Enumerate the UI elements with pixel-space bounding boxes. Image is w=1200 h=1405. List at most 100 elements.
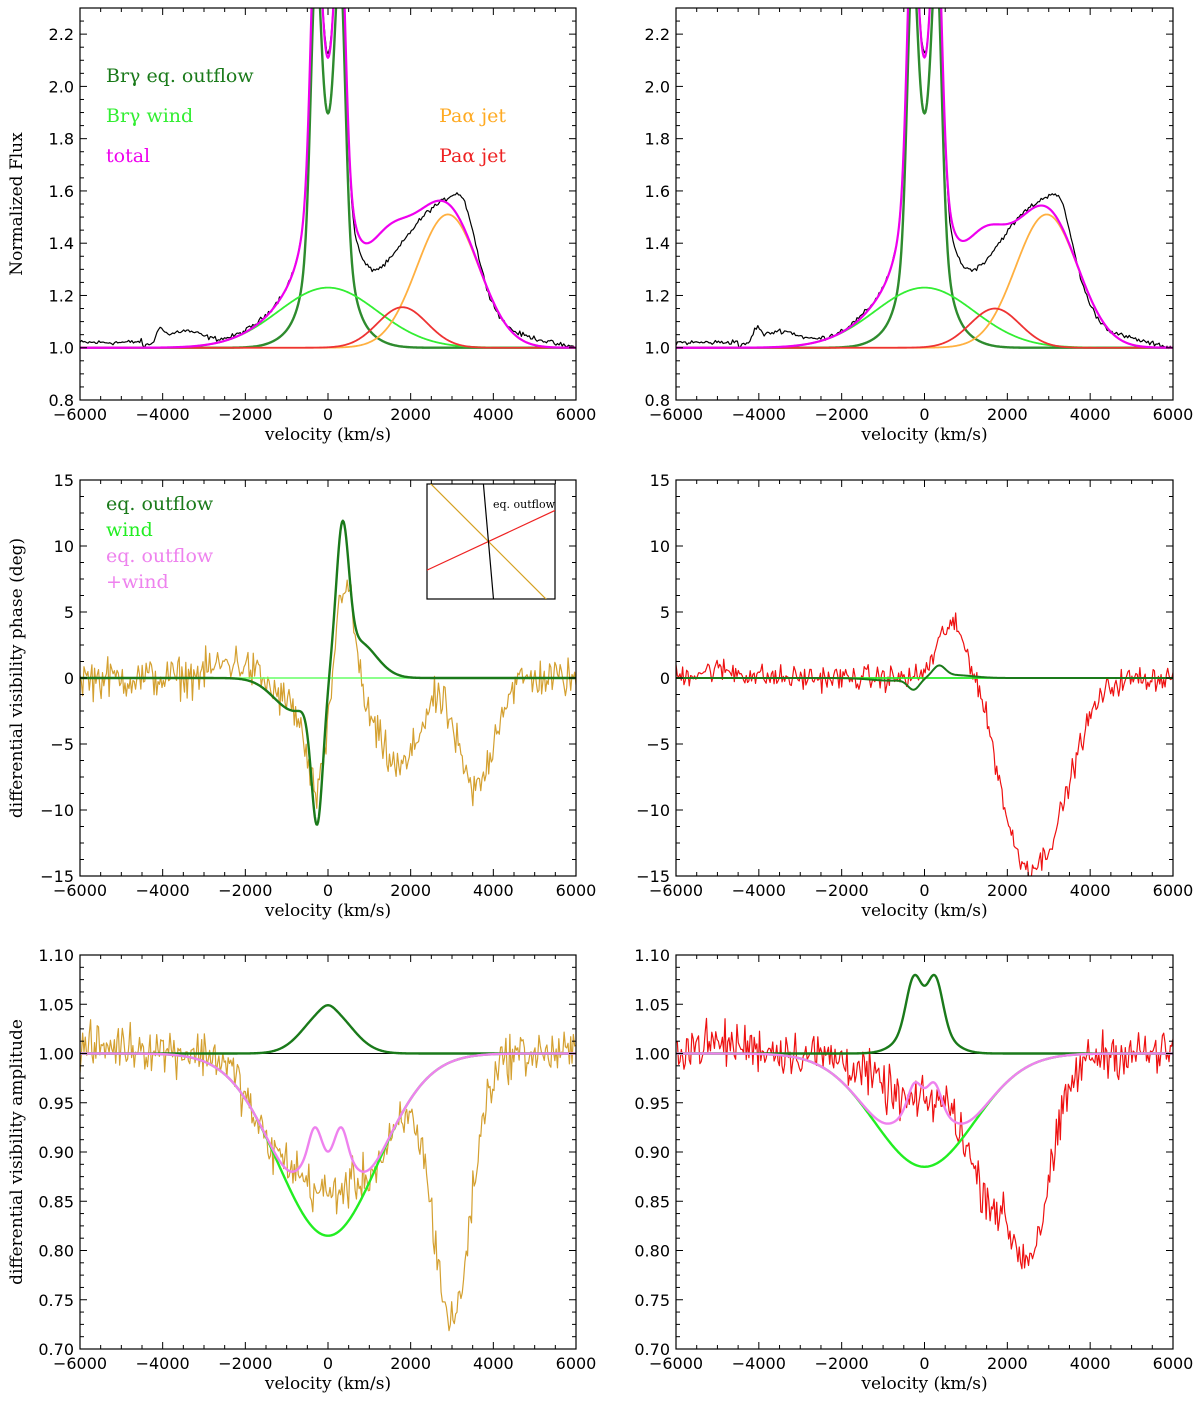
x-tick-label: −6000 xyxy=(53,405,107,424)
y-tick-label: 1.00 xyxy=(38,1045,74,1064)
legend-entry: Brγ wind xyxy=(106,105,193,127)
x-axis-title: velocity (km/s) xyxy=(264,425,391,445)
x-tick-label: 0 xyxy=(919,881,929,900)
series-line xyxy=(676,213,1173,349)
x-tick-label: 2000 xyxy=(987,405,1028,424)
y-tick-label: 1.4 xyxy=(49,234,74,253)
y-axis-title: differential visibility phase (deg) xyxy=(7,538,27,818)
y-tick-label: 1.2 xyxy=(645,286,670,305)
x-tick-label: −2000 xyxy=(218,1354,272,1373)
inset-baseline-diagram: eq. outflow xyxy=(426,483,556,600)
y-tick-label: 1.8 xyxy=(49,130,74,149)
x-tick-label: −6000 xyxy=(649,405,703,424)
series-line xyxy=(676,8,1173,349)
x-tick-label: 0 xyxy=(323,405,333,424)
y-tick-label: 0.75 xyxy=(38,1291,74,1310)
x-tick-label: 0 xyxy=(919,405,929,424)
x-tick-label: 6000 xyxy=(556,881,597,900)
x-tick-label: 6000 xyxy=(1153,881,1194,900)
y-tick-label: 1.6 xyxy=(645,182,670,201)
y-tick-label: 5 xyxy=(64,603,74,622)
y-tick-label: 1.0 xyxy=(645,339,670,358)
y-tick-label: 2.2 xyxy=(645,25,670,44)
y-tick-label: 1.10 xyxy=(38,946,74,965)
inset-label: eq. outflow xyxy=(493,498,556,511)
y-tick-label: 0.75 xyxy=(634,1291,670,1310)
x-axis-title: velocity (km/s) xyxy=(860,901,987,921)
x-tick-label: −6000 xyxy=(53,1354,107,1373)
x-tick-label: 6000 xyxy=(1153,1354,1194,1373)
y-tick-label: 1.00 xyxy=(634,1045,670,1064)
x-tick-label: 4000 xyxy=(1070,881,1111,900)
y-tick-label: 1.8 xyxy=(645,130,670,149)
x-tick-label: 6000 xyxy=(556,1354,597,1373)
y-tick-label: 0.90 xyxy=(38,1143,74,1162)
x-tick-label: 2000 xyxy=(390,1354,431,1373)
y-tick-label: 15 xyxy=(54,471,74,490)
x-tick-label: 4000 xyxy=(473,405,514,424)
x-axis-title: velocity (km/s) xyxy=(860,425,987,445)
x-axis-title: velocity (km/s) xyxy=(860,1374,987,1394)
x-tick-label: 2000 xyxy=(987,1354,1028,1373)
x-tick-label: 2000 xyxy=(987,881,1028,900)
plot-area xyxy=(676,8,1173,350)
plot-area xyxy=(676,973,1173,1270)
y-tick-label: 1.0 xyxy=(49,339,74,358)
y-tick-label: 1.05 xyxy=(38,995,74,1014)
legend-entry: eq. outflow xyxy=(106,545,214,567)
x-tick-label: −4000 xyxy=(136,1354,190,1373)
x-axis-title: velocity (km/s) xyxy=(264,901,391,921)
legend-entry: Brγ eq. outflow xyxy=(106,65,254,87)
x-tick-label: −2000 xyxy=(218,881,272,900)
y-tick-label: 1.05 xyxy=(634,995,670,1014)
y-tick-label: 10 xyxy=(54,537,74,556)
x-tick-label: −4000 xyxy=(732,1354,786,1373)
legend-entry: wind xyxy=(106,519,153,541)
y-axis-title: Normalized Flux xyxy=(7,132,27,276)
x-tick-label: 4000 xyxy=(473,881,514,900)
y-tick-label: 2.2 xyxy=(49,25,74,44)
y-tick-label: −10 xyxy=(40,801,74,820)
y-tick-label: 0.80 xyxy=(38,1242,74,1261)
y-tick-label: −5 xyxy=(50,735,74,754)
plot-area xyxy=(80,519,576,826)
y-tick-label: 0.8 xyxy=(49,391,74,410)
y-tick-label: 0.70 xyxy=(634,1340,670,1359)
series-line xyxy=(676,1052,1173,1125)
y-tick-label: 10 xyxy=(650,537,670,556)
y-tick-label: 0 xyxy=(660,669,670,688)
x-tick-label: 4000 xyxy=(1070,1354,1111,1373)
series-line xyxy=(80,8,576,349)
series-line xyxy=(80,1004,576,1055)
panel-bottom-left: −6000 −4000 −2000 0 2000 4000 6000 0.70 0.75 0.80… xyxy=(7,946,596,1394)
plot-area xyxy=(80,8,576,349)
x-tick-label: −6000 xyxy=(649,1354,703,1373)
series-line xyxy=(676,1017,1173,1270)
series-line xyxy=(676,664,1173,691)
y-tick-label: −15 xyxy=(636,867,670,886)
x-tick-label: 6000 xyxy=(1153,405,1194,424)
x-tick-label: 6000 xyxy=(556,405,597,424)
plot-area xyxy=(676,612,1173,876)
series-line xyxy=(80,8,576,349)
series-line xyxy=(80,213,576,349)
x-tick-label: −4000 xyxy=(136,881,190,900)
y-tick-label: 1.10 xyxy=(634,946,670,965)
x-tick-label: 0 xyxy=(323,1354,333,1373)
series-line xyxy=(676,8,1173,350)
y-tick-label: 0.80 xyxy=(634,1242,670,1261)
x-tick-label: −6000 xyxy=(649,881,703,900)
panel-bottom-right: −6000 −4000 −2000 0 2000 4000 6000 0.70 0.75 0.80… xyxy=(634,946,1193,1394)
x-tick-label: −2000 xyxy=(815,405,869,424)
y-tick-label: 0.70 xyxy=(38,1340,74,1359)
y-tick-label: −15 xyxy=(40,867,74,886)
axes-frame xyxy=(675,954,1174,1350)
y-tick-label: 1.6 xyxy=(49,182,74,201)
series-line xyxy=(80,1052,576,1173)
x-tick-label: −2000 xyxy=(815,1354,869,1373)
y-tick-label: 0.90 xyxy=(634,1143,670,1162)
x-tick-label: −4000 xyxy=(732,881,786,900)
y-tick-label: 2.0 xyxy=(645,77,670,96)
series-line xyxy=(676,1052,1173,1168)
panel-top-right: −6000 −4000 −2000 0 2000 4000 6000 0.8 1.0 1.2 1.4… xyxy=(645,7,1194,445)
